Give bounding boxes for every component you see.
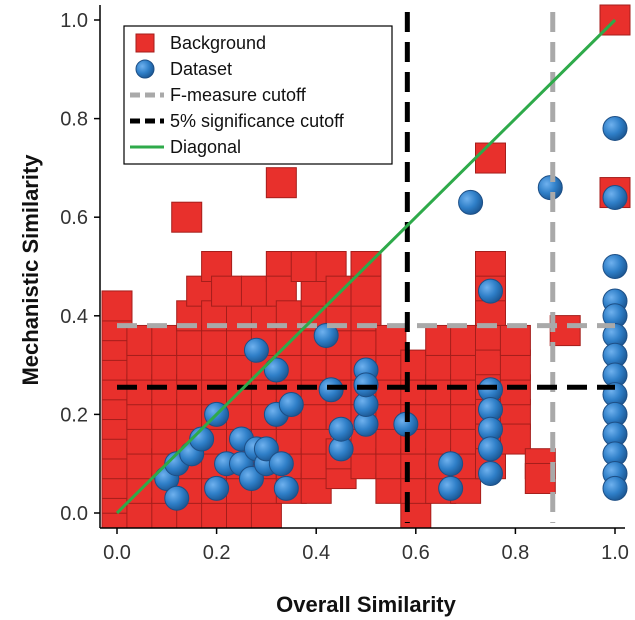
x-tick-label: 0.4: [302, 542, 330, 564]
dataset-point: [313, 323, 339, 349]
y-tick-label: 1.0: [60, 10, 88, 32]
dataset-point: [278, 392, 304, 418]
background-point: [350, 275, 382, 307]
legend-swatch: [135, 33, 155, 53]
legend-label: F-measure cutoff: [170, 85, 307, 105]
x-tick-label: 0.6: [402, 542, 430, 564]
dataset-point: [253, 436, 279, 462]
background-point: [211, 275, 243, 307]
legend-item: Dataset: [135, 59, 232, 79]
dataset-point: [263, 357, 289, 383]
dataset-point: [243, 337, 269, 363]
dataset-point: [458, 189, 484, 215]
legend-item: F-measure cutoff: [130, 85, 307, 105]
legend-label: Dataset: [170, 59, 232, 79]
background-point: [265, 167, 297, 199]
dataset-point: [164, 485, 190, 511]
x-tick-label: 0.8: [501, 542, 529, 564]
y-tick-label: 0.2: [60, 404, 88, 426]
legend-label: 5% significance cutoff: [170, 111, 345, 131]
dataset-point: [328, 416, 354, 442]
x-tick-label: 0.0: [103, 542, 131, 564]
x-tick-label: 0.2: [203, 542, 231, 564]
dataset-point: [438, 475, 464, 501]
y-axis-label: Mechanistic Similarity: [18, 154, 43, 386]
legend: Background Dataset F-measure cutoff 5% sign…: [123, 25, 393, 165]
diagonal-line: [115, 18, 617, 515]
dataset-point: [268, 451, 294, 477]
dataset-point: [204, 475, 230, 501]
y-tick-label: 0.6: [60, 207, 88, 229]
dataset-point: [602, 254, 628, 279]
dataset-point: [478, 461, 503, 487]
dataset-point: [238, 465, 264, 491]
reference-lines: [115, 12, 617, 523]
background-point: [171, 201, 203, 233]
background-point: [101, 290, 133, 322]
dataset-point: [478, 278, 503, 304]
background-point: [375, 324, 407, 356]
legend-label: Background: [170, 33, 266, 53]
x-axis-label: Overall Similarity: [276, 592, 457, 617]
legend-item: Diagonal: [130, 137, 241, 157]
y-tick-label: 0.8: [60, 109, 88, 131]
axes: 0.0 0.2 0.4 0.6 0.8 1.0 0.0 0.2 0.4 0.6 0.8 1.0: [60, 5, 629, 564]
x-tick-label: 1.0: [601, 542, 629, 564]
y-tick-label: 0.4: [60, 306, 88, 328]
dataset-point: [273, 475, 299, 501]
legend-item: 5% significance cutoff: [130, 111, 345, 131]
dataset-point: [478, 436, 503, 462]
dataset-point: [438, 451, 464, 477]
legend-label: Diagonal: [170, 137, 241, 157]
legend-box: [123, 25, 393, 165]
dataset-point: [602, 475, 628, 501]
legend-swatch: [135, 59, 155, 79]
y-tick-label: 0.0: [60, 503, 88, 525]
background-point: [499, 324, 531, 356]
background-point: [475, 142, 506, 174]
dataset-point: [602, 115, 628, 141]
legend-item: Background: [135, 33, 266, 53]
dataset-point: [602, 184, 628, 210]
